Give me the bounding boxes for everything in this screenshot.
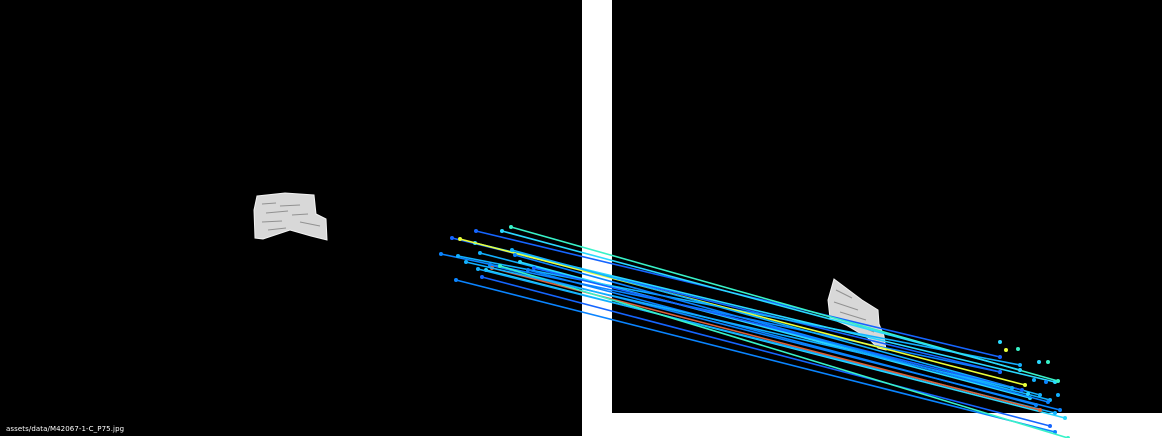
keypoint-dot — [498, 264, 502, 268]
image-path-caption: assets/data/M42067-1-C_P75.jpg — [6, 425, 124, 433]
match-line — [533, 267, 1023, 391]
keypoint-dot — [532, 266, 536, 270]
keypoint-matches — [439, 225, 1070, 438]
keypoint-dot — [480, 275, 484, 279]
match-line — [499, 265, 1069, 438]
keypoint-dot — [1056, 379, 1060, 383]
keypoint-dot — [1023, 383, 1027, 387]
right-image-panel — [612, 0, 1162, 413]
keypoint-dot — [1020, 388, 1024, 392]
keypoint-dot — [458, 237, 462, 241]
keypoint-dot — [488, 263, 492, 267]
keypoint-dot — [998, 340, 1002, 344]
keypoint-dot — [998, 355, 1002, 359]
keypoint-dot — [474, 229, 478, 233]
keypoint-dot — [500, 229, 504, 233]
match-line — [519, 261, 1031, 399]
keypoint-dot — [509, 225, 513, 229]
keypoint-dot — [464, 260, 468, 264]
keypoint-dot — [1058, 408, 1062, 412]
keypoint-dot — [1044, 380, 1048, 384]
match-line — [501, 230, 1021, 371]
keypoint-dot — [998, 370, 1002, 374]
keypoint-dot — [1038, 408, 1042, 412]
keypoint-dot — [1046, 360, 1050, 364]
match-line — [440, 253, 1001, 373]
keypoint-dot — [1018, 363, 1022, 367]
match-line — [511, 249, 1041, 396]
keypoint-dot — [476, 267, 480, 271]
keypoint-dot — [1063, 416, 1067, 420]
keypoint-dot — [478, 251, 482, 255]
match-line — [527, 269, 1037, 406]
keypoint-dot — [526, 268, 530, 272]
keypoint-dot — [1026, 392, 1030, 396]
keypoint-dot — [1004, 348, 1008, 352]
keypoint-dot — [1056, 393, 1060, 397]
keypoint-dot — [518, 260, 522, 264]
keypoint-dot — [1046, 400, 1050, 404]
keypoint-dot — [450, 236, 454, 240]
match-line — [481, 276, 1051, 427]
keypoint-dot — [513, 253, 517, 257]
match-line — [514, 254, 1049, 403]
keypoint-dot — [1032, 378, 1036, 382]
keypoint-dot — [1048, 424, 1052, 428]
keypoint-dot — [454, 278, 458, 282]
match-line — [455, 279, 1056, 433]
keypoint-dot — [1034, 403, 1038, 407]
match-line — [459, 238, 1026, 386]
keypoint-dot — [1038, 393, 1042, 397]
keypoint-dot — [1053, 411, 1057, 415]
keypoint-dot — [1016, 347, 1020, 351]
keypoint-dot — [510, 248, 514, 252]
keypoint-dot — [439, 252, 443, 256]
keypoint-dot — [1018, 368, 1022, 372]
keypoint-dot — [456, 254, 460, 258]
keypoint-dot — [1037, 360, 1041, 364]
left-fragment — [253, 192, 328, 241]
keypoint-dot — [1010, 386, 1014, 390]
